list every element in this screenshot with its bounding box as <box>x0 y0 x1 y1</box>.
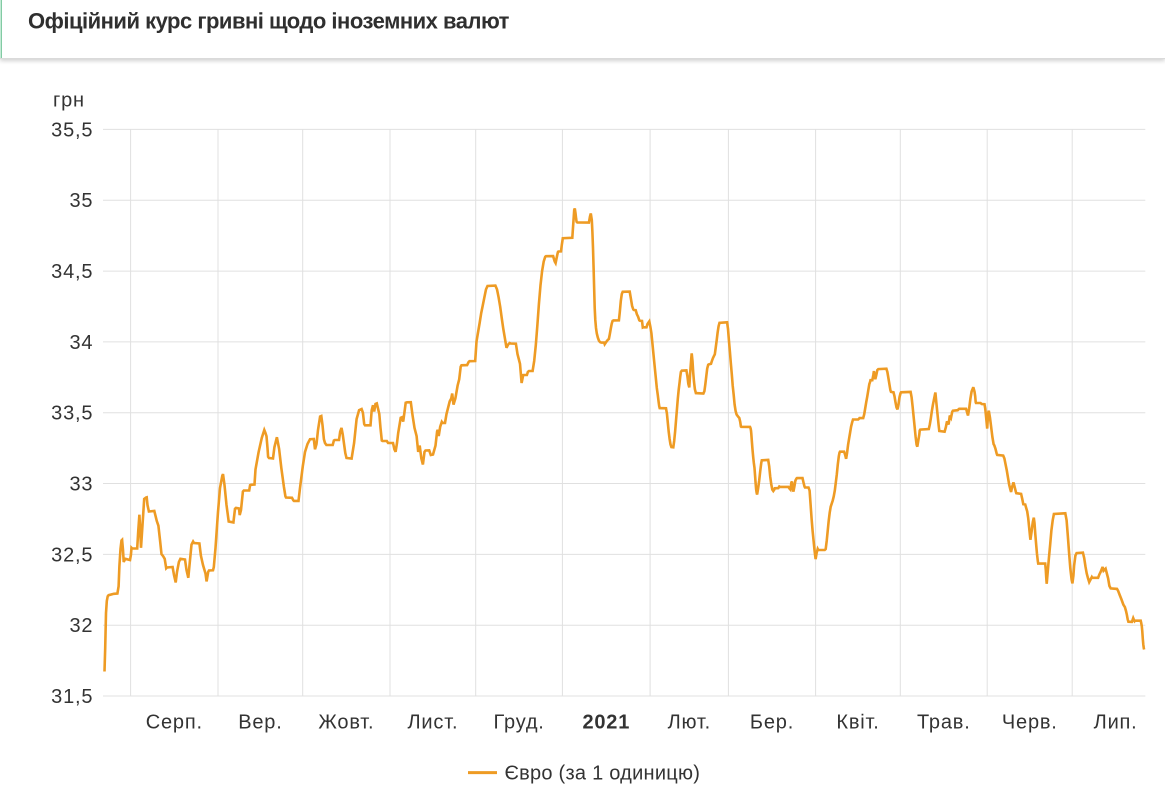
svg-text:32,5: 32,5 <box>51 544 93 566</box>
svg-text:Серп.: Серп. <box>146 712 203 734</box>
svg-text:Лист.: Лист. <box>408 712 459 734</box>
svg-text:31,5: 31,5 <box>51 686 93 708</box>
svg-text:Квіт.: Квіт. <box>836 712 879 734</box>
svg-text:34: 34 <box>69 332 93 354</box>
svg-text:Офіційний курс гривні щодо іно: Офіційний курс гривні щодо іноземних вал… <box>28 8 510 33</box>
svg-text:33,5: 33,5 <box>51 403 93 425</box>
svg-text:Груд.: Груд. <box>494 712 545 734</box>
svg-text:Бер.: Бер. <box>750 712 794 734</box>
svg-text:35,5: 35,5 <box>51 119 93 141</box>
svg-text:33: 33 <box>69 474 93 496</box>
svg-text:Євро (за 1 одиницю): Євро (за 1 одиницю) <box>505 763 701 785</box>
svg-text:Лют.: Лют. <box>668 712 711 734</box>
svg-text:32: 32 <box>69 615 93 637</box>
svg-text:Трав.: Трав. <box>917 712 971 734</box>
svg-text:35: 35 <box>69 190 93 212</box>
svg-text:Жовт.: Жовт. <box>318 712 374 734</box>
svg-text:2021: 2021 <box>582 712 630 734</box>
svg-text:Черв.: Черв. <box>1002 712 1058 734</box>
svg-text:34,5: 34,5 <box>51 261 93 283</box>
svg-text:Лип.: Лип. <box>1094 712 1138 734</box>
svg-text:грн: грн <box>53 90 85 112</box>
svg-text:Вер.: Вер. <box>238 712 282 734</box>
